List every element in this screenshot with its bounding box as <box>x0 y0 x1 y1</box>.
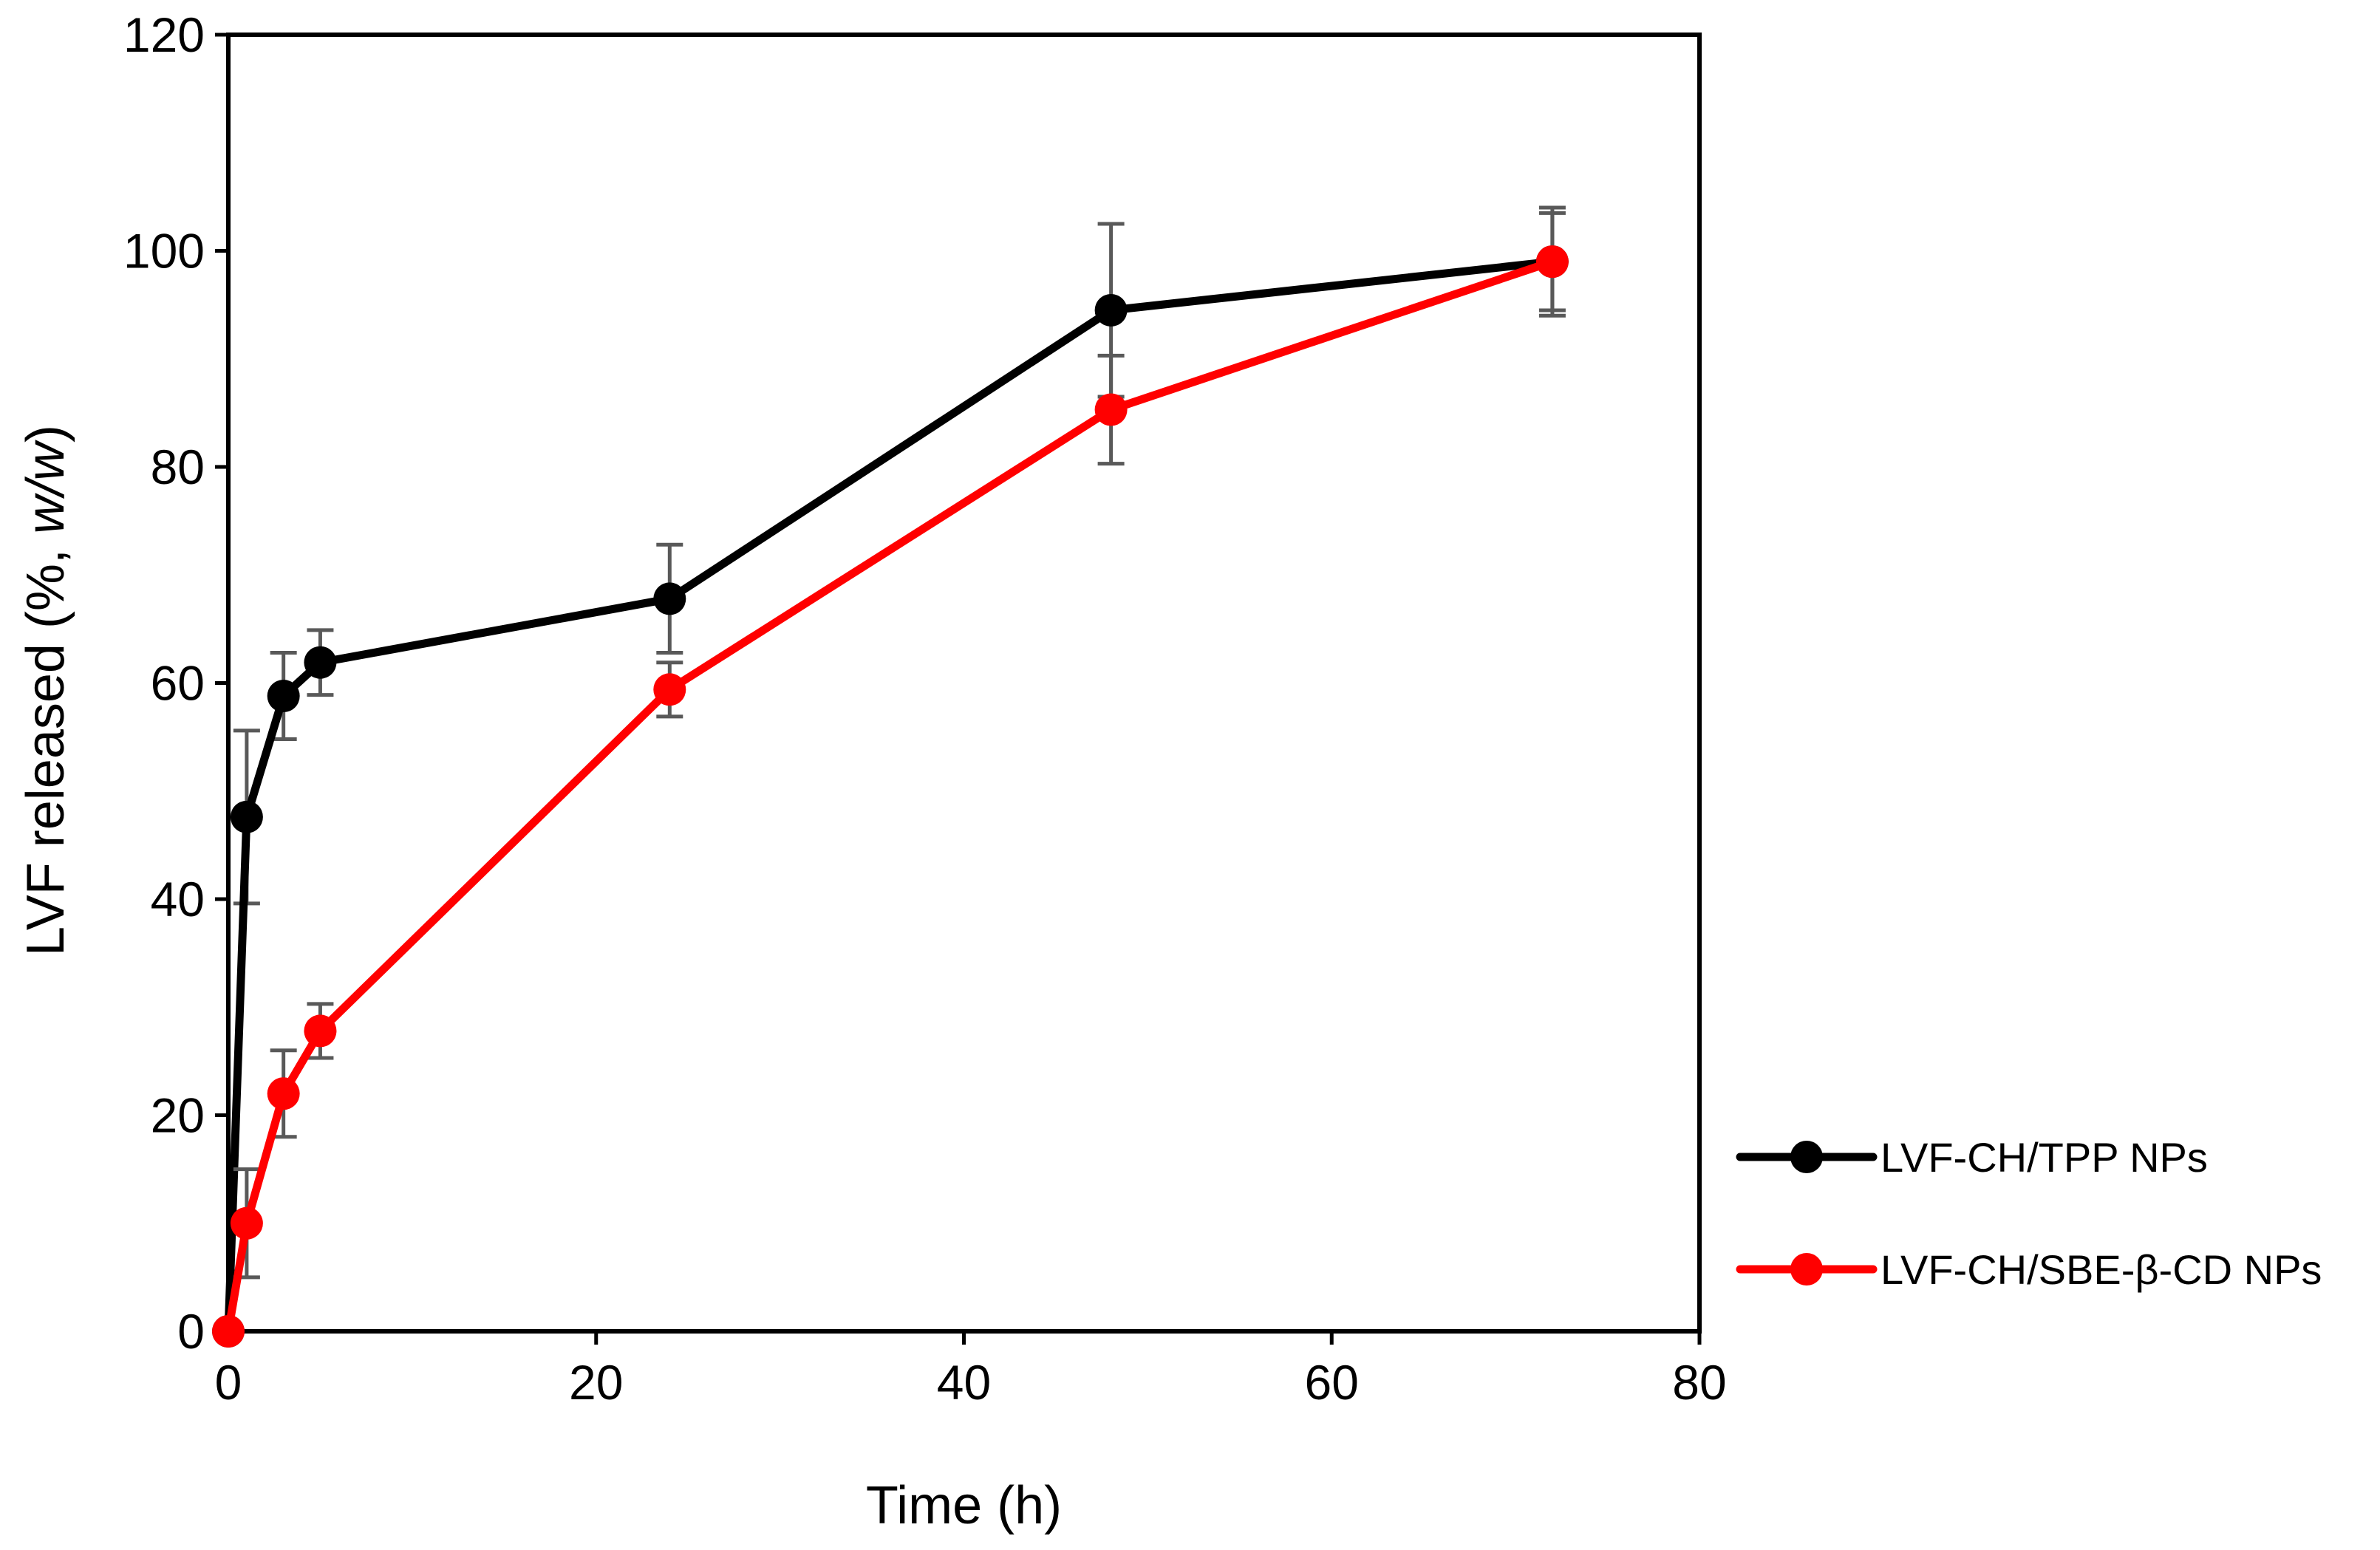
legend-item: LVF-CH/SBE-β-CD NPs <box>1736 1246 2322 1293</box>
legend-label: LVF-CH/SBE-β-CD NPs <box>1881 1246 2322 1293</box>
y-axis-ticks: 0 20 40 60 80 100 120 <box>123 7 228 1359</box>
y-axis-title: LVF released (%, w/w) <box>16 425 75 956</box>
data-point <box>653 673 686 706</box>
y-tick-label: 0 <box>177 1304 205 1359</box>
series-2 <box>212 211 1569 1348</box>
x-tick-label: 60 <box>1305 1355 1359 1410</box>
y-tick-label: 100 <box>123 224 205 279</box>
data-point <box>267 1077 300 1110</box>
legend-label: LVF-CH/TPP NPs <box>1881 1134 2208 1181</box>
data-point <box>1094 393 1128 426</box>
series-1 <box>212 205 1569 1348</box>
y-axis-title-close: ) <box>16 425 75 443</box>
legend-marker <box>1790 1253 1823 1286</box>
series-line <box>224 257 1557 1336</box>
y-tick-label: 60 <box>151 656 205 711</box>
data-point <box>304 1014 337 1048</box>
data-point <box>653 582 686 615</box>
y-tick-label: 120 <box>123 7 205 62</box>
legend: LVF-CH/TPP NPs LVF-CH/SBE-β-CD NPs <box>1736 1134 2322 1293</box>
x-tick-label: 20 <box>569 1355 623 1410</box>
x-tick-label: 40 <box>937 1355 991 1410</box>
plot-area <box>226 33 1702 1334</box>
data-point <box>267 680 300 713</box>
data-point <box>1535 245 1569 279</box>
data-point <box>230 800 263 833</box>
y-tick-label: 20 <box>151 1088 205 1143</box>
y-tick-label: 40 <box>151 872 205 926</box>
data-point <box>230 1206 263 1240</box>
y-tick-label: 80 <box>151 440 205 494</box>
x-axis-ticks: 0 20 40 60 80 <box>215 1331 1727 1410</box>
legend-item: LVF-CH/TPP NPs <box>1736 1134 2208 1181</box>
x-tick-label: 80 <box>1672 1355 1726 1410</box>
data-point <box>1094 293 1128 327</box>
y-axis-title-main: LVF released (%, <box>16 534 75 956</box>
data-point <box>212 1315 245 1348</box>
x-tick-label: 0 <box>215 1355 242 1410</box>
data-point <box>304 646 337 679</box>
y-axis-title-unit: w/w <box>16 440 75 534</box>
series-line <box>224 257 1557 1336</box>
x-axis-title: Time (h) <box>866 1476 1062 1535</box>
legend-marker <box>1790 1141 1823 1173</box>
series-layer <box>212 205 1569 1348</box>
